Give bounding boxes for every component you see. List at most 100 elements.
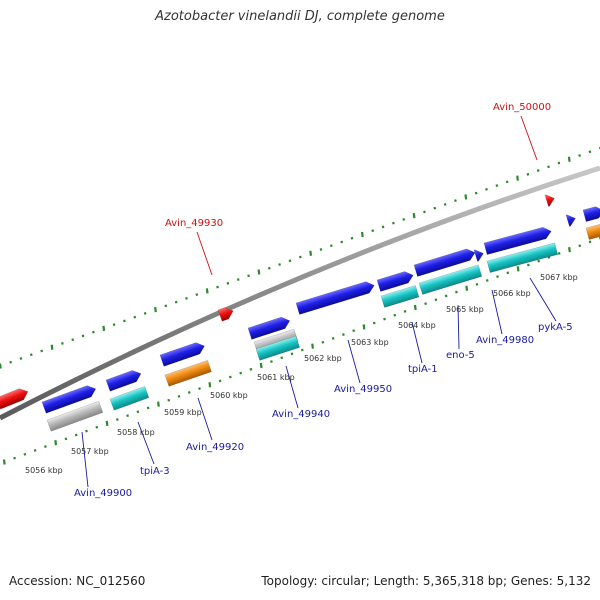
gc-tick-outer	[81, 334, 85, 338]
gene-label[interactable]: pykA-5	[538, 322, 573, 333]
gene-label[interactable]: Avin_49930	[165, 218, 223, 229]
gc-tick-outer	[298, 255, 302, 259]
gc-skew-track-inner	[2, 236, 600, 465]
gene-label[interactable]: tpiA-1	[408, 364, 438, 375]
gc-tick-outer	[257, 269, 261, 275]
gc-tick-inner	[208, 382, 212, 388]
gene-label[interactable]: tpiA-3	[140, 466, 170, 477]
feature-rna-tpia-1[interactable]	[380, 285, 420, 308]
gc-tick-inner	[568, 246, 571, 253]
gc-tick-inner	[115, 418, 119, 421]
gc-tick-outer	[29, 353, 33, 357]
gc-tick-inner	[383, 317, 386, 321]
gc-tick-inner	[342, 333, 345, 336]
label-leader-line	[529, 277, 557, 322]
gc-tick-inner	[270, 360, 273, 363]
gene-label[interactable]: Avin_49950	[334, 384, 392, 395]
gc-tick-outer	[381, 225, 385, 229]
kbp-label: 5061 kbp	[257, 373, 295, 382]
feature-red-left[interactable]	[0, 386, 30, 410]
gc-tick-inner	[393, 313, 397, 317]
feature-cds-avin-49980[interactable]	[483, 225, 553, 255]
gc-tick-inner	[588, 240, 592, 244]
gc-tick-inner	[434, 298, 438, 302]
gc-tick-outer	[61, 342, 64, 345]
gc-tick-inner	[126, 414, 129, 418]
gene-label[interactable]: Avin_49980	[476, 335, 534, 346]
feature-rna-eno-5[interactable]	[418, 264, 483, 295]
gc-tick-outer	[567, 156, 571, 162]
gc-tick-inner	[300, 348, 304, 352]
gc-tick-inner	[167, 398, 171, 402]
gc-tick-inner	[496, 275, 499, 279]
gc-tick-outer	[557, 161, 561, 165]
kbp-label: 5065 kbp	[446, 305, 484, 314]
gc-tick-outer	[412, 213, 416, 219]
gene-label[interactable]: Avin_49900	[74, 488, 132, 499]
gc-tick-outer	[226, 281, 230, 285]
feature-cds-tpia-3[interactable]	[105, 368, 143, 392]
accession-label: Accession: NC_012560	[9, 574, 146, 588]
feature-rna-avin-49940[interactable]	[255, 335, 300, 361]
gc-tick-inner	[74, 433, 78, 437]
feature-cds-eno-5[interactable]	[413, 247, 477, 277]
gc-tick-outer	[578, 154, 581, 157]
gc-tick-outer	[164, 304, 168, 308]
feature-rna-tpia-3[interactable]	[109, 386, 150, 411]
feature-cds-avin-49920[interactable]	[159, 340, 206, 367]
gc-tick-outer	[40, 349, 44, 353]
gc-tick-outer	[526, 172, 530, 176]
gc-tick-outer	[0, 363, 2, 369]
label-leader-line	[137, 421, 155, 465]
feature-orange-right[interactable]	[585, 223, 600, 240]
gc-tick-inner	[527, 263, 530, 267]
feature-cds-avin-49940[interactable]	[247, 315, 292, 340]
gc-tick-outer	[309, 250, 313, 256]
gc-tick-outer	[174, 300, 178, 304]
feature-cds-pyka-5-a[interactable]	[565, 213, 577, 227]
gc-tick-outer	[516, 175, 519, 181]
feature-orange-avin-49920[interactable]	[164, 360, 212, 387]
label-leader-line	[520, 115, 538, 161]
gc-tick-inner	[372, 321, 376, 325]
kbp-label: 5062 kbp	[304, 354, 342, 363]
gc-tick-outer	[154, 306, 157, 313]
genome-summary: Topology: circular; Length: 5,365,318 bp…	[261, 574, 591, 588]
gc-tick-inner	[229, 375, 232, 379]
gene-label[interactable]: Avin_49920	[186, 442, 244, 453]
gc-tick-outer	[547, 165, 550, 169]
gc-tick-inner	[485, 279, 489, 282]
gene-label-layer[interactable]: Avin_49900 tpiA-3 Avin_49920 Avin_49940 Avin…	[74, 102, 573, 499]
feature-layer[interactable]	[0, 193, 600, 432]
feature-red-avin-49930[interactable]	[217, 305, 235, 322]
gc-tick-outer	[216, 285, 219, 289]
gc-skew-track-outer	[0, 146, 600, 369]
kbp-label: 5063 kbp	[351, 338, 389, 347]
feature-cds-avin-49950[interactable]	[295, 280, 376, 315]
gc-tick-outer	[329, 244, 333, 248]
gc-tick-inner	[444, 294, 448, 298]
gc-tick-inner	[198, 387, 201, 391]
gc-tick-outer	[102, 325, 106, 332]
feature-grey-avin-49900[interactable]	[46, 400, 104, 432]
gc-tick-inner	[557, 252, 561, 255]
feature-red-avin-50000[interactable]	[544, 193, 556, 207]
gene-label[interactable]: Avin_49940	[272, 409, 330, 420]
feature-rna-avin-49980[interactable]	[486, 242, 559, 273]
gc-tick-outer	[588, 150, 592, 154]
gene-label[interactable]: eno-5	[446, 350, 475, 361]
gc-tick-outer	[19, 357, 23, 360]
gc-tick-inner	[424, 302, 427, 306]
feature-cds-small[interactable]	[473, 248, 485, 262]
gc-tick-inner	[177, 394, 181, 398]
gc-tick-outer	[247, 274, 250, 278]
feature-cds-tpia-1[interactable]	[376, 269, 415, 292]
label-leader-line	[457, 304, 460, 350]
gene-label[interactable]: Avin_50000	[493, 102, 551, 113]
gc-tick-inner	[239, 371, 243, 375]
feature-cds-pyka-5-b[interactable]	[582, 205, 600, 222]
feature-cds-avin-49900[interactable]	[41, 383, 98, 414]
gc-tick-outer	[371, 229, 375, 233]
genome-backbone	[0, 165, 600, 421]
